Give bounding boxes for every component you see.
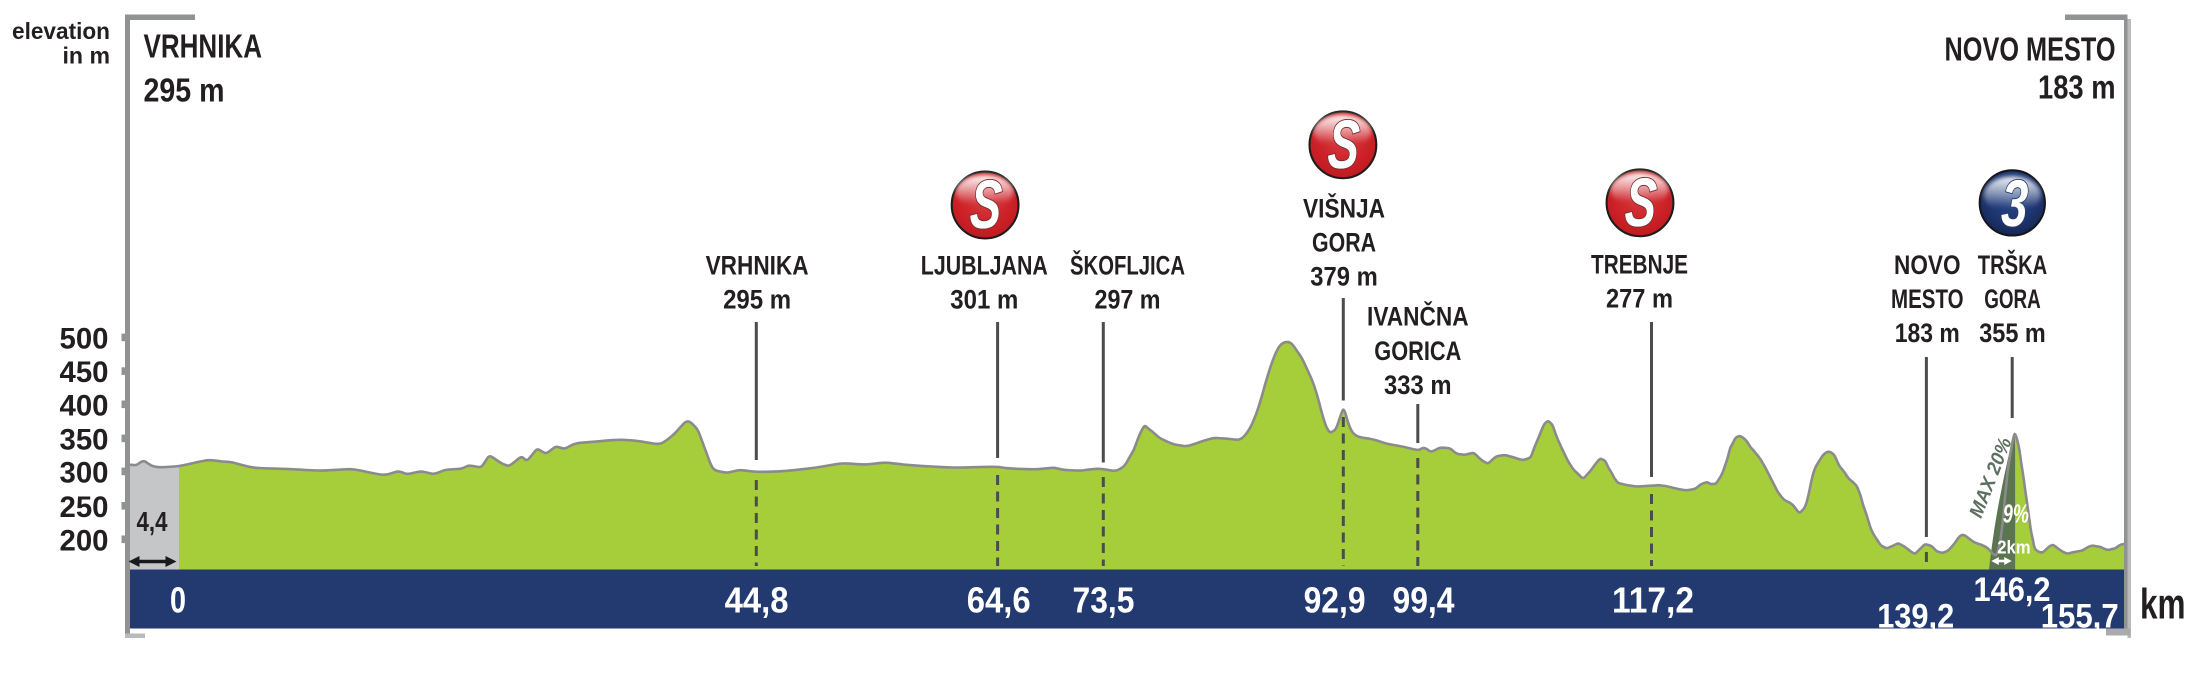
svg-text:NOVO: NOVO [1894, 250, 1961, 280]
svg-text:NOVO MESTO: NOVO MESTO [1945, 31, 2116, 68]
svg-text:9%: 9% [2003, 500, 2029, 528]
svg-text:146,2: 146,2 [1974, 571, 2051, 609]
svg-text:250: 250 [60, 491, 109, 524]
svg-text:295 m: 295 m [723, 285, 791, 315]
svg-text:GORICA: GORICA [1374, 336, 1461, 366]
svg-text:4,4: 4,4 [137, 506, 169, 537]
svg-text:elevation: elevation [12, 18, 110, 44]
svg-text:ŠKOFLJICA: ŠKOFLJICA [1070, 249, 1185, 280]
svg-text:TREBNJE: TREBNJE [1591, 249, 1688, 279]
svg-text:TRŠKA: TRŠKA [1978, 249, 2048, 280]
svg-text:155,7: 155,7 [2041, 597, 2119, 635]
svg-text:LJUBLJANA: LJUBLJANA [921, 250, 1048, 280]
svg-text:VRHNIKA: VRHNIKA [144, 29, 263, 66]
svg-text:in m: in m [63, 43, 111, 69]
svg-text:km: km [2140, 581, 2186, 629]
svg-text:MESTO: MESTO [1891, 284, 1964, 314]
svg-text:GORA: GORA [1312, 228, 1376, 258]
svg-text:300: 300 [60, 456, 109, 489]
svg-text:64,6: 64,6 [967, 580, 1031, 621]
svg-text:117,2: 117,2 [1612, 580, 1694, 621]
svg-text:IVANČNA: IVANČNA [1367, 301, 1469, 332]
svg-text:92,9: 92,9 [1304, 580, 1366, 621]
svg-text:350: 350 [60, 423, 109, 456]
svg-text:44,8: 44,8 [725, 580, 789, 621]
svg-text:379 m: 379 m [1310, 262, 1378, 292]
svg-text:183 m: 183 m [2038, 70, 2116, 107]
svg-text:VRHNIKA: VRHNIKA [706, 250, 809, 280]
svg-text:277 m: 277 m [1606, 284, 1673, 314]
svg-text:295 m: 295 m [144, 73, 225, 110]
svg-text:355 m: 355 m [1979, 318, 2046, 348]
svg-text:99,4: 99,4 [1393, 580, 1455, 621]
svg-text:400: 400 [60, 389, 109, 422]
svg-text:GORA: GORA [1984, 284, 2041, 314]
svg-text:VIŠNJA: VIŠNJA [1303, 192, 1385, 223]
svg-text:200: 200 [60, 524, 109, 557]
svg-text:450: 450 [60, 356, 109, 389]
svg-text:333 m: 333 m [1384, 370, 1452, 400]
svg-text:139,2: 139,2 [1877, 597, 1954, 635]
svg-text:2km: 2km [1997, 536, 2031, 557]
svg-text:183 m: 183 m [1895, 318, 1960, 348]
svg-text:73,5: 73,5 [1073, 580, 1135, 621]
svg-text:0: 0 [170, 580, 186, 621]
svg-text:301 m: 301 m [950, 285, 1018, 315]
svg-text:297 m: 297 m [1095, 285, 1161, 315]
svg-text:500: 500 [60, 322, 109, 355]
